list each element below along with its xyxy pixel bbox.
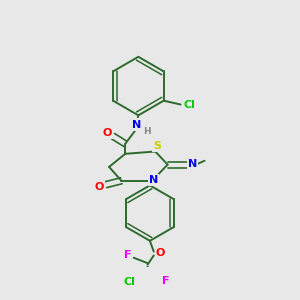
Text: N: N — [149, 175, 158, 185]
Text: F: F — [124, 250, 131, 260]
Text: N: N — [132, 119, 141, 130]
Text: N: N — [188, 159, 197, 169]
Text: O: O — [156, 248, 165, 258]
Text: S: S — [153, 141, 161, 151]
Text: H: H — [143, 127, 151, 136]
Text: Cl: Cl — [123, 278, 135, 287]
Text: O: O — [102, 128, 112, 138]
Text: Cl: Cl — [184, 100, 196, 110]
Text: F: F — [162, 276, 170, 286]
Text: O: O — [94, 182, 104, 192]
